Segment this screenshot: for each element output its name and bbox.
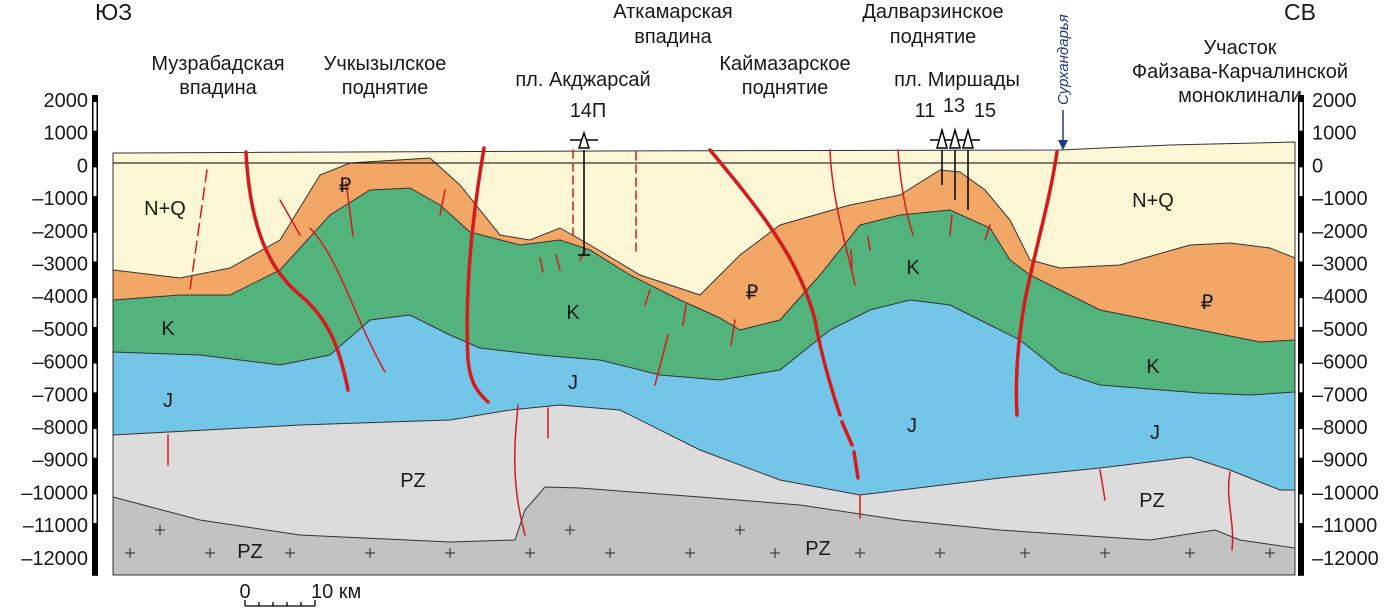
structure-label: Файзава-Карчалинской (1132, 61, 1348, 83)
layer-label: K (1146, 356, 1160, 378)
area-label: пл. Акджарсай (515, 69, 650, 91)
axis-segment (93, 429, 97, 458)
faults (167, 146, 1234, 551)
layer-label: N+Q (1132, 190, 1174, 212)
axis-segment (1299, 363, 1303, 393)
layer-label: K (161, 318, 175, 340)
scale-bar (244, 600, 316, 607)
axis-bar (1298, 95, 1304, 576)
scale-end: 10 км (311, 581, 361, 603)
layer-label: ₽ (339, 175, 352, 197)
depth-tick-label: –1000 (1312, 188, 1368, 210)
axis-bar (92, 95, 98, 576)
structure-label: поднятие (742, 77, 829, 99)
axis-segment (93, 232, 97, 262)
axis-segment (1299, 298, 1303, 327)
depth-tick-label: –3000 (32, 254, 88, 276)
layer-label: J (568, 372, 578, 394)
depth-tick-label: –9000 (32, 450, 88, 472)
axis-segment (1299, 102, 1303, 131)
depth-tick-label: 2000 (1312, 90, 1357, 112)
structure-label: моноклинали (1178, 85, 1302, 107)
well-label: 15 (974, 100, 996, 122)
direction-left: ЮЗ (95, 0, 132, 25)
depth-tick-label: –10000 (1312, 482, 1379, 504)
direction-right: СВ (1284, 0, 1316, 25)
layer-labels: N+Q ₽ K J PZ PZ K J ₽ K J N+Q ₽ K J PZ PZ (144, 175, 1213, 563)
scale-start: 0 (239, 581, 250, 603)
depth-tick-label: –9000 (1312, 450, 1368, 472)
depth-tick-label: –5000 (32, 319, 88, 341)
axis-segment (93, 298, 97, 327)
structure-label: Аткамарская (613, 1, 733, 23)
layer-label: J (907, 415, 917, 437)
depth-tick-label: –12000 (1312, 548, 1379, 570)
axis-segment (1299, 429, 1303, 458)
depth-tick-label: –7000 (32, 384, 88, 406)
layers (112, 141, 1296, 576)
depth-tick-label: –11000 (23, 515, 88, 537)
axis-segment (1299, 232, 1303, 262)
well-label: 14П (570, 100, 607, 122)
depth-tick-label: –2000 (32, 221, 88, 243)
layer-label: ₽ (1201, 292, 1214, 314)
depth-tick-label: –3000 (1312, 254, 1368, 276)
depth-tick-label: –10000 (21, 482, 88, 504)
depth-tick-label: 0 (1312, 155, 1323, 177)
depth-tick-label: –6000 (1312, 352, 1368, 374)
structure-label: Музрабадская (151, 53, 284, 75)
layer-label: PZ (1139, 490, 1165, 512)
axis-segment (93, 363, 97, 393)
depth-tick-label: –8000 (1312, 417, 1368, 439)
structure-label: впадина (634, 26, 712, 48)
wells (570, 127, 980, 256)
depth-tick-label: –12000 (21, 548, 88, 570)
layer-label: ₽ (746, 282, 759, 304)
depth-tick-label: 1000 (1312, 123, 1357, 145)
layer-label: PZ (805, 538, 831, 560)
depth-tick-label: –6000 (32, 352, 88, 374)
structure-label: Участок (1203, 37, 1276, 59)
river-arrowhead (1058, 140, 1068, 150)
depth-tick-label: 0 (77, 155, 88, 177)
depth-tick-label: 1000 (44, 123, 89, 145)
well-label: 11 (915, 100, 936, 122)
depth-tick-label: –11000 (1312, 515, 1377, 537)
layer-label: PZ (237, 541, 263, 563)
axis-segment (1299, 494, 1303, 524)
depth-tick-label: –1000 (32, 188, 88, 210)
depth-tick-label: –7000 (1312, 384, 1368, 406)
layer-label: PZ (400, 470, 426, 492)
axis-segment (93, 167, 97, 197)
layer-label: K (906, 257, 920, 279)
layer-label: N+Q (144, 198, 186, 220)
depth-tick-label: –4000 (1312, 286, 1368, 308)
layer-label: J (163, 390, 173, 412)
structure-label: поднятие (342, 77, 429, 99)
depth-tick-label: –4000 (32, 286, 88, 308)
depth-tick-label: –8000 (32, 417, 88, 439)
layer-label: J (1150, 422, 1160, 444)
structure-label: поднятие (890, 26, 977, 48)
well-label: 13 (943, 95, 965, 117)
structure-label: Далварзинское (862, 1, 1003, 23)
structure-label: впадина (179, 77, 257, 99)
axis-segment (93, 102, 97, 131)
axis-segment (93, 494, 97, 524)
axis-segment (1299, 167, 1303, 197)
area-label: пл. Миршады (894, 69, 1020, 91)
layer-label: K (566, 302, 580, 324)
depth-tick-label: –2000 (1312, 221, 1368, 243)
depth-tick-label: 2000 (44, 90, 89, 112)
depth-axis-bars: 2000 1000 0 –1000 –2000 –3000 –4000 –5000 –6000 –… (21, 90, 1379, 576)
depth-tick-label: –5000 (1312, 319, 1368, 341)
structure-label: Каймазарское (719, 53, 850, 75)
structure-label: Учкызылское (324, 53, 447, 75)
river-label: Сурхандарья (1055, 14, 1072, 105)
